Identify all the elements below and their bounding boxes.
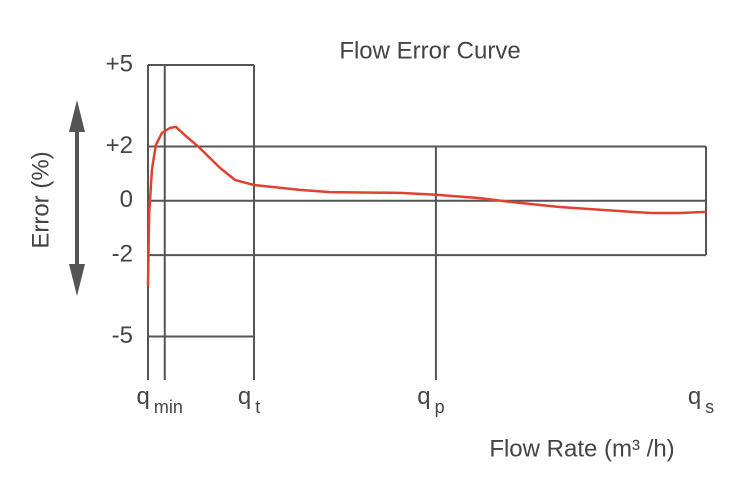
y-tick-label: -5 [112,322,133,349]
y-tick-label: 0 [120,186,133,213]
x-tick-main: q [688,383,701,410]
x-tick-sub: t [255,397,260,417]
y-tick-label: +2 [106,132,133,159]
x-axis-label: Flow Rate (m³ /h) [489,435,674,462]
y-axis-label: Error (%) [27,151,54,248]
chart-title: Flow Error Curve [339,37,520,64]
x-tick-main: q [417,383,430,410]
error-curve [146,125,707,286]
x-tick-main: q [238,383,251,410]
y-arrow [69,100,85,296]
y-tick-label: +5 [106,50,133,77]
y-tick-label: -2 [112,240,133,267]
x-tick-sub: min [154,397,183,417]
x-tick-label: q min [137,383,183,416]
x-tick-sub: s [705,397,714,417]
x-tick-sub: p [435,397,445,417]
x-tick-main: q [137,383,150,410]
